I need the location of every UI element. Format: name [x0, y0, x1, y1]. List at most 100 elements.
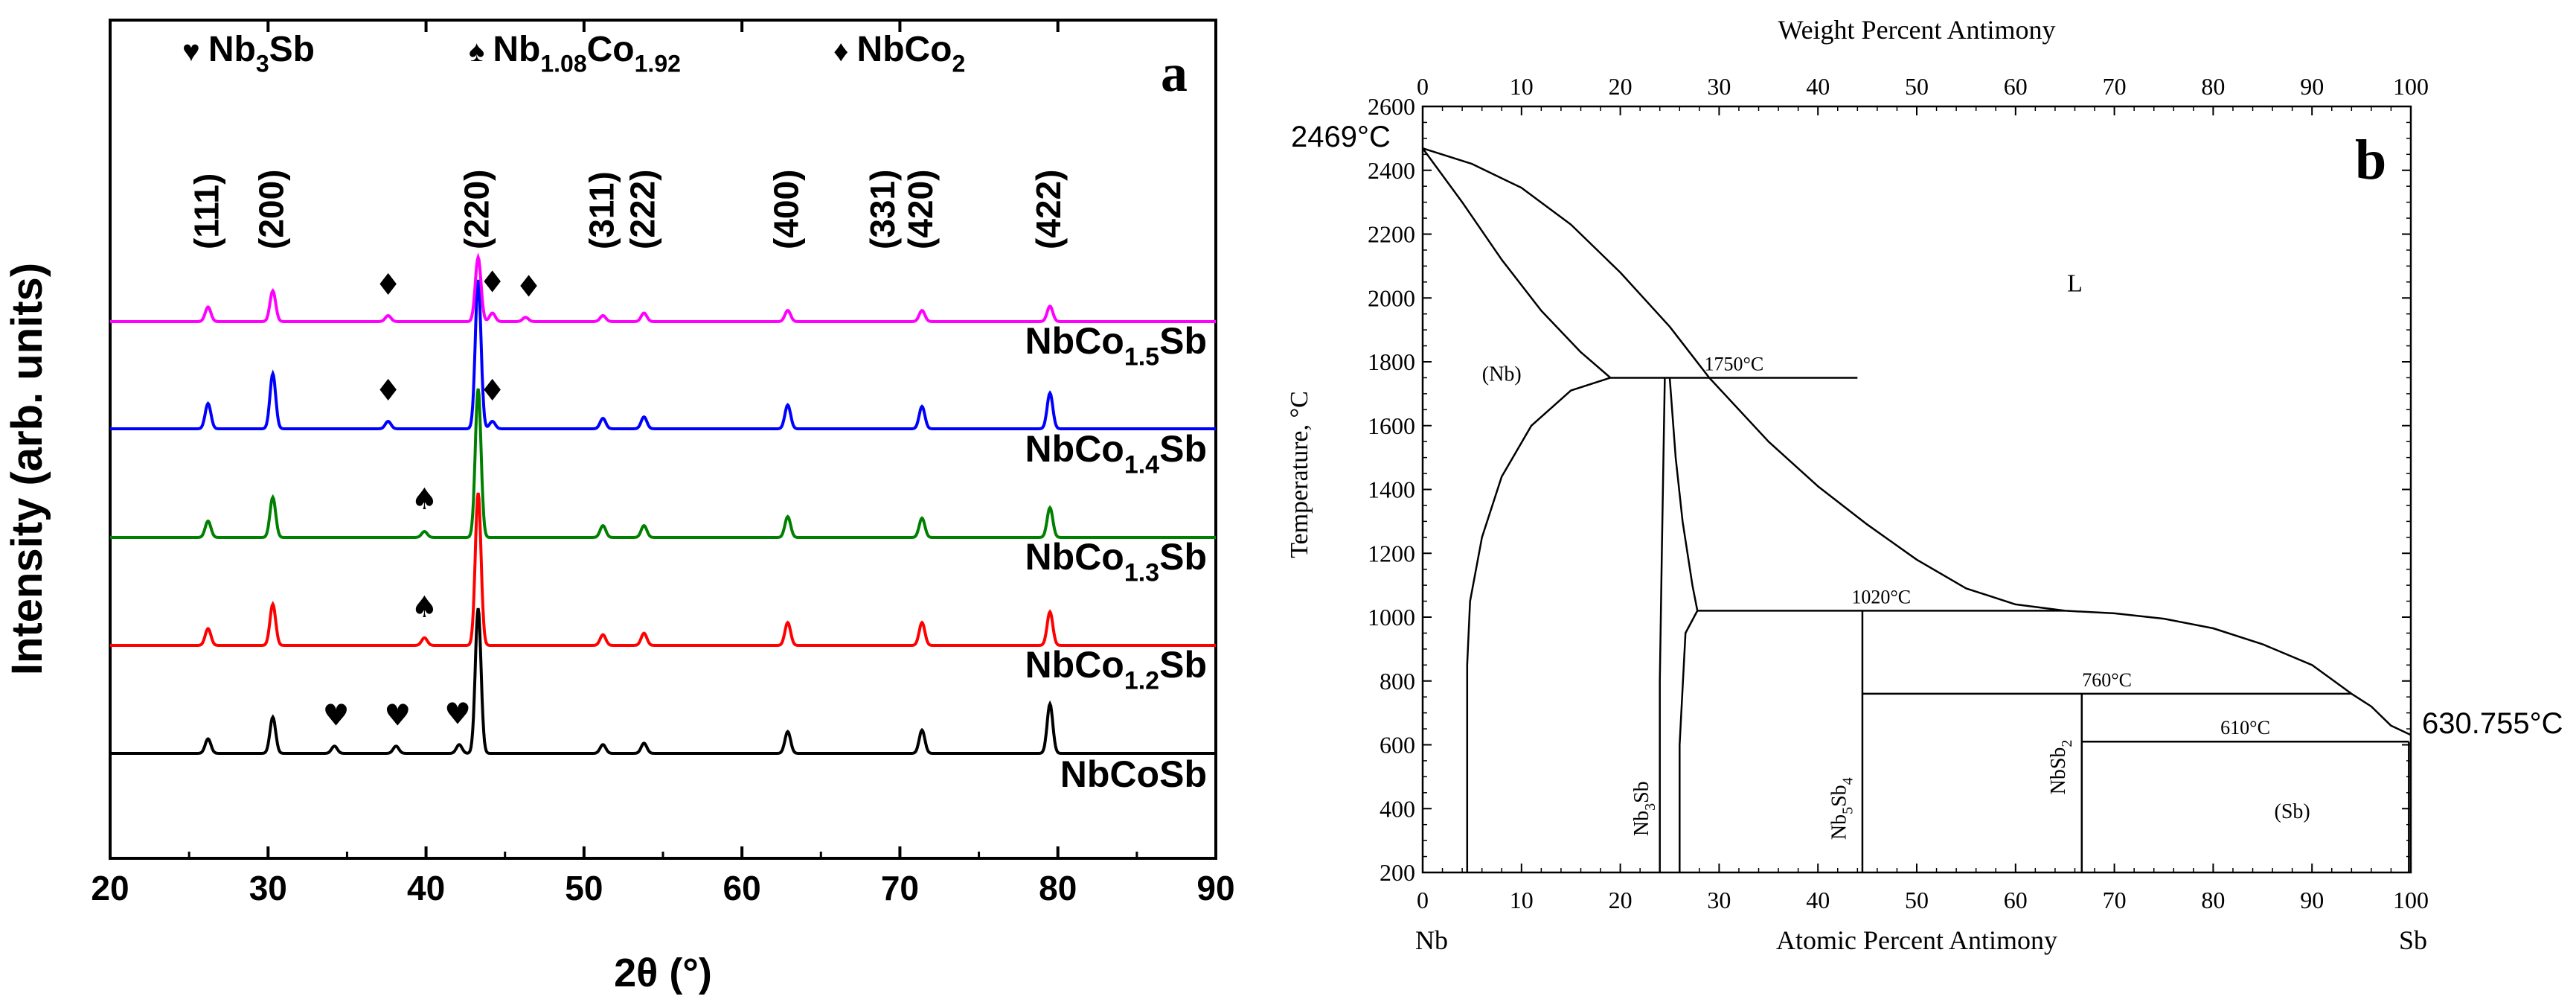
y-tick-label: 1000 [1368, 604, 1415, 631]
x2-tick-label: 90 [2300, 73, 2324, 100]
x-tick-label: 90 [1196, 869, 1234, 907]
region-label: (Sb) [2275, 800, 2310, 823]
x-axis-label: 2θ (°) [614, 951, 712, 995]
invariant-label: 610°C [2220, 717, 2270, 738]
x2-tick-label: 50 [1905, 73, 1929, 100]
legend-entry: ♥ Nb3​Sb [182, 30, 315, 77]
region-label: L [2067, 270, 2083, 298]
x2-tick-label: 20 [1609, 73, 1633, 100]
x2-tick-label: 100 [2393, 73, 2429, 100]
hkl-label: (311) [582, 171, 621, 249]
x2-tick-label: 0 [1417, 73, 1429, 100]
nb3sb-left-boundary [1659, 377, 1666, 872]
phase-marker: ♦ [375, 374, 402, 408]
sample-label: NbCoSb [1060, 753, 1207, 795]
y-tick-label: 2400 [1368, 157, 1415, 184]
compound-label: Nb5​Sb4​ [1827, 777, 1856, 840]
x-tick-label: 100 [2393, 887, 2429, 913]
sample-label: NbCo1.2​Sb [1025, 644, 1207, 695]
spectrum-3 [110, 279, 1216, 430]
y-axis-label: Intensity (arb. units) [3, 263, 51, 675]
nb-solvus-curve [1466, 377, 1611, 872]
y-tick-label: 1200 [1368, 540, 1415, 567]
hkl-label: (331) [863, 170, 902, 249]
y-tick-label: 1800 [1368, 348, 1415, 375]
panel-label: a [1161, 43, 1188, 103]
x-tick-label: 30 [249, 869, 287, 907]
liquidus-curve [1422, 147, 2412, 736]
spectrum-1 [110, 492, 1216, 647]
phase-marker: ♥ [323, 698, 350, 733]
y-tick-label: 1400 [1368, 476, 1415, 503]
x-tick-label: 70 [2103, 887, 2127, 913]
x-tick-label: 20 [91, 869, 129, 907]
melting-point-nb: 2469°C [1291, 121, 1391, 153]
hkl-label: (111) [188, 173, 226, 249]
x-tick-label: 80 [1039, 869, 1077, 907]
spectrum-2 [110, 388, 1216, 539]
invariant-label: 760°C [2082, 669, 2132, 691]
x2-tick-label: 70 [2103, 73, 2127, 100]
spectrum-0 [110, 607, 1216, 755]
phase-marker: ♦ [375, 268, 402, 302]
sample-label: NbCo1.3​Sb [1025, 536, 1207, 587]
sample-label: NbCo1.4​Sb [1025, 428, 1207, 479]
nb-solidus-curve [1421, 147, 1612, 379]
compound-label: Nb3​Sb [1630, 781, 1659, 836]
x2-tick-label: 80 [2201, 73, 2225, 100]
hkl-label: (420) [901, 170, 940, 249]
x-tick-label: 60 [723, 869, 761, 907]
phase-marker: ♠ [411, 482, 438, 517]
end-label-left: Nb [1415, 925, 1448, 955]
x-tick-label: 30 [1707, 887, 1731, 913]
x-tick-label: 50 [1905, 887, 1929, 913]
y-tick-label: 400 [1380, 795, 1415, 822]
spectrum-4 [110, 252, 1216, 323]
y-tick-label: 200 [1380, 859, 1415, 886]
y-tick-label: 2000 [1368, 284, 1415, 311]
melting-point-sb: 630.755°C [2422, 707, 2563, 740]
phase-diagram-panel: 0 10 20 30 40 50 60 70 80 90 1000 10 20 30 40 50 60 70 80 9… [1286, 15, 2563, 955]
y-tick-label: 600 [1380, 732, 1415, 759]
phase-marker: ♦ [479, 266, 506, 300]
invariant-label: 1750°C [1704, 353, 1763, 374]
x-tick-label: 20 [1609, 887, 1633, 913]
compound-label: NbSb2​ [2047, 740, 2075, 795]
x2-axis-label: Weight Percent Antimony [1778, 15, 2055, 45]
hkl-label: (422) [1029, 170, 1068, 249]
phase-marker: ♥ [384, 698, 411, 733]
x2-tick-label: 30 [1707, 73, 1731, 100]
x-tick-label: 90 [2300, 887, 2324, 913]
hkl-label: (222) [624, 170, 662, 249]
x-tick-label: 70 [881, 869, 919, 907]
y-axis-label: Temperature, °C [1286, 391, 1313, 558]
phase-marker: ♦ [479, 374, 506, 408]
x-tick-label: 40 [1806, 887, 1830, 913]
x-tick-label: 50 [565, 869, 603, 907]
x2-tick-label: 40 [1806, 73, 1830, 100]
region-label: (Nb) [1482, 363, 1522, 386]
phase-marker: ♥ [444, 697, 471, 731]
legend-entry: ♠ Nb1.08​Co1.92​ [469, 30, 681, 77]
hkl-label: (200) [252, 170, 291, 249]
legend-entry: ♦ NbCo2​ [833, 30, 965, 77]
x-tick-label: 10 [1510, 887, 1534, 913]
x-tick-label: 0 [1417, 887, 1429, 913]
x2-tick-label: 60 [2004, 73, 2028, 100]
phase-marker: ♠ [411, 590, 438, 625]
nb3sb-right-boundary [1668, 377, 1699, 872]
x2-tick-label: 10 [1510, 73, 1534, 100]
sample-label: NbCo1.5​Sb [1025, 320, 1207, 371]
y-tick-label: 2200 [1368, 221, 1415, 248]
hkl-label: (400) [767, 170, 806, 249]
xrd-panel: 20 30 40 50 60 70 80 90 2θ (°) Intensity (arb. un… [3, 19, 1235, 995]
y-tick-label: 2600 [1368, 93, 1415, 120]
invariant-label: 1020°C [1851, 586, 1911, 607]
panel-label: b [2355, 129, 2386, 191]
x-axis-label: Atomic Percent Antimony [1776, 925, 2057, 955]
y-tick-label: 1600 [1368, 412, 1415, 439]
y-tick-label: 800 [1380, 668, 1415, 695]
x-tick-label: 80 [2201, 887, 2225, 913]
hkl-label: (220) [458, 170, 496, 249]
